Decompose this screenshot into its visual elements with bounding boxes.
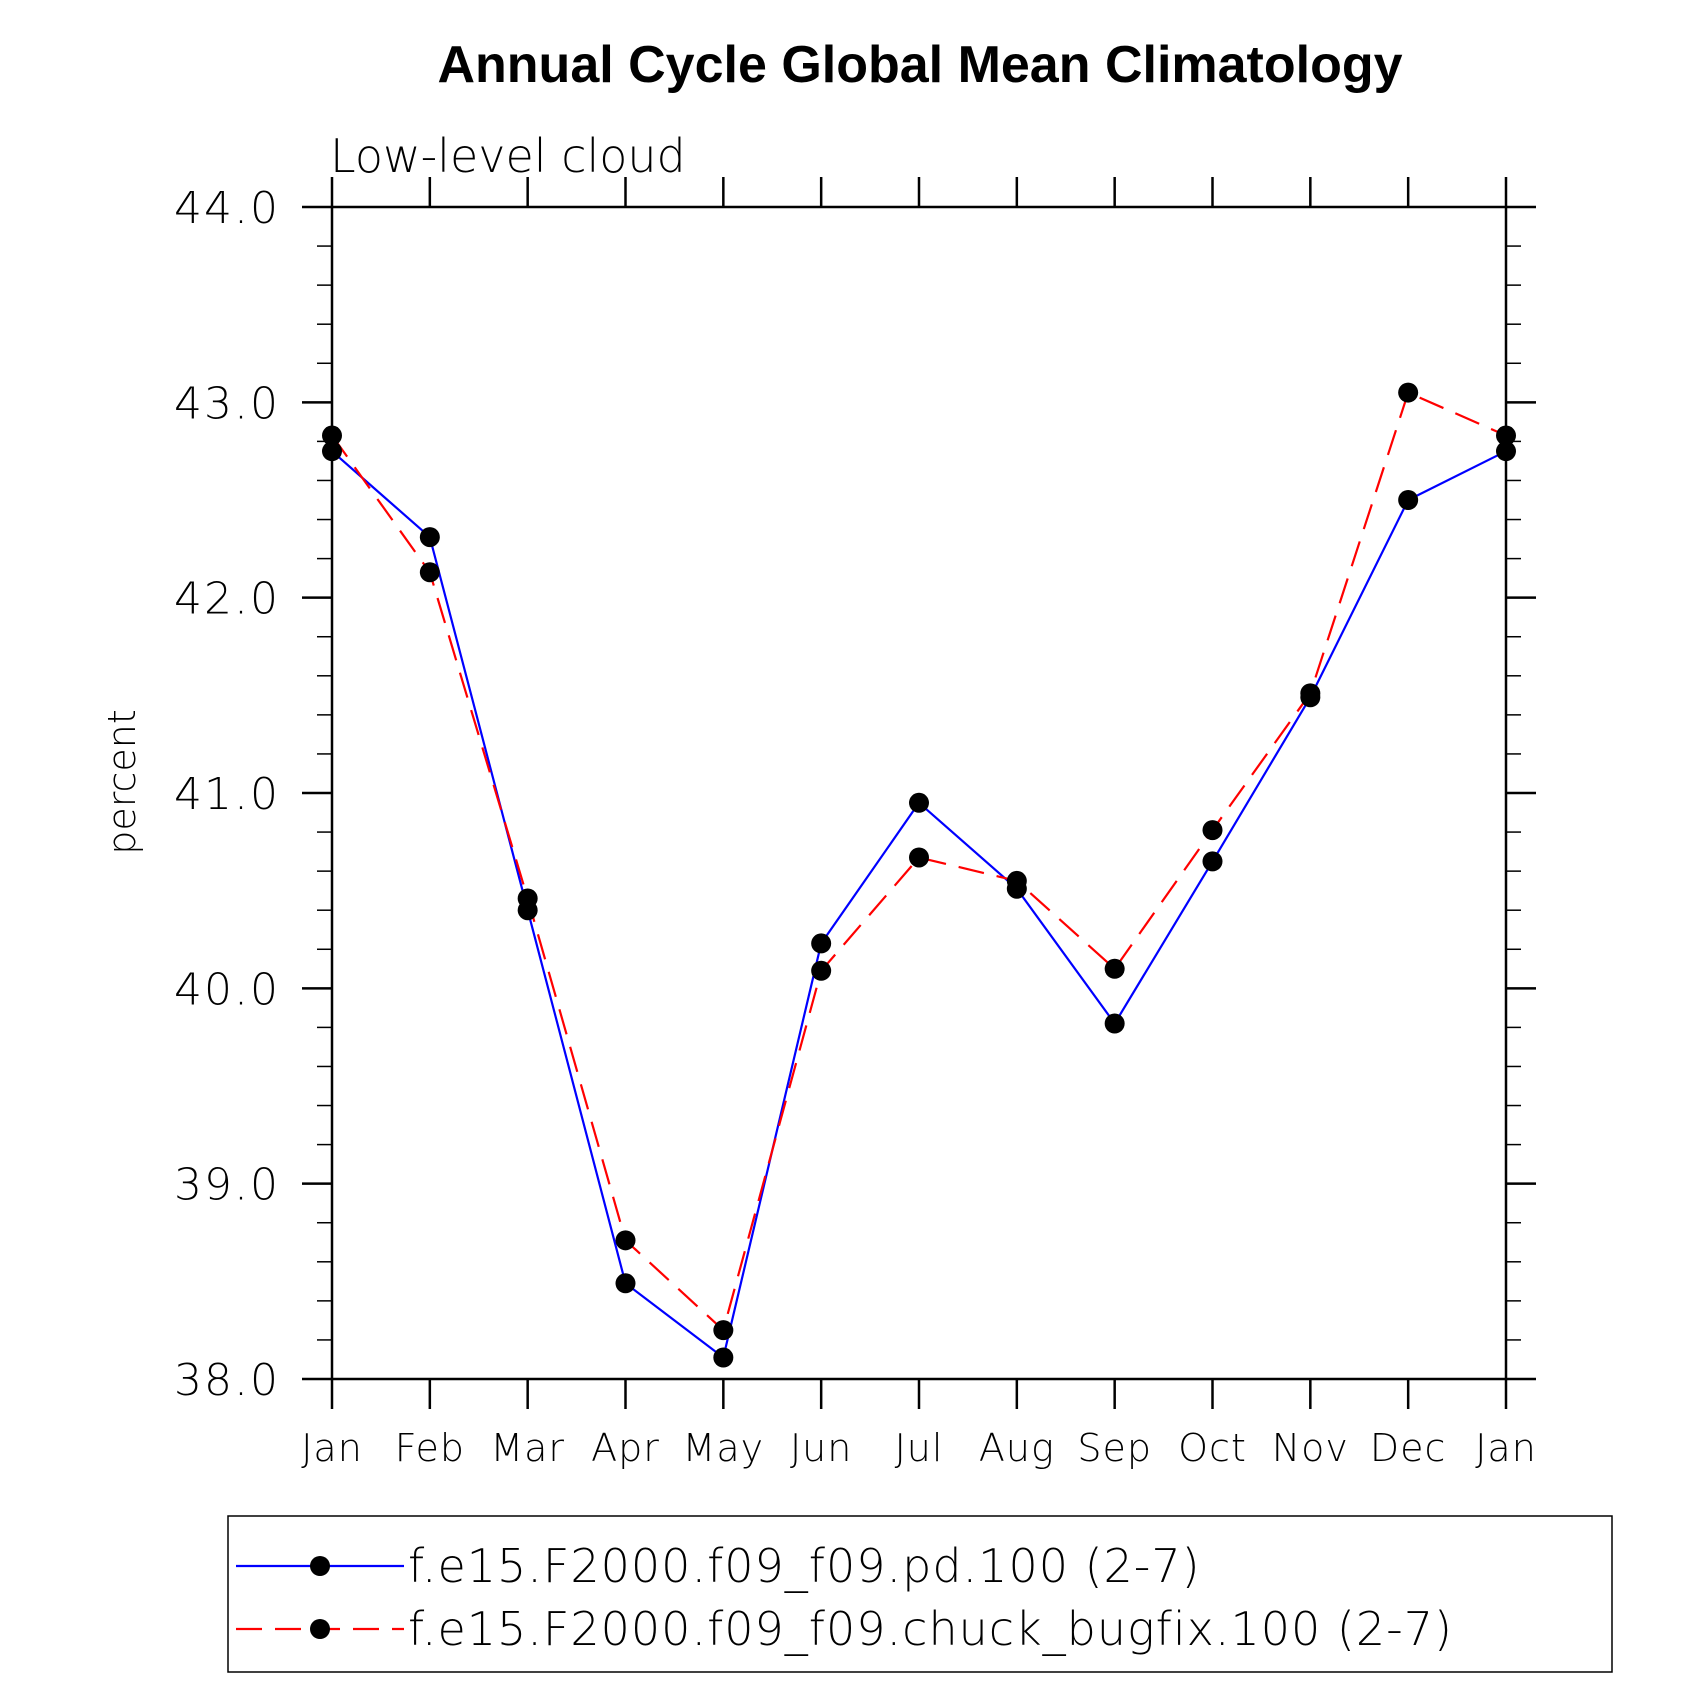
- series-2-point: [811, 960, 832, 981]
- y-tick-label: 39.0: [174, 1160, 280, 1211]
- y-axis-label: percent: [100, 709, 144, 855]
- series-1-point: [1202, 851, 1223, 872]
- series-1-point: [811, 933, 832, 954]
- plot-frame: [330, 205, 1508, 1381]
- chart-title: Annual Cycle Global Mean Climatology: [437, 36, 1402, 94]
- ticks-layer: Jan Feb Mar Apr May Jun Jul Aug Sep Oct Nov Dec Jan 3…: [174, 177, 1537, 1470]
- series-2-point: [1006, 870, 1027, 891]
- x-tick-label: Jun: [790, 1426, 852, 1470]
- series-1-point: [713, 1347, 734, 1368]
- series-2-point: [517, 888, 538, 909]
- x-tick-label: Jan: [1475, 1426, 1537, 1470]
- y-tick-label: 41.0: [174, 769, 280, 820]
- legend-label-1: f.e15.F2000.f09_f09.pd.100 (2-7): [408, 1539, 1201, 1593]
- series-2-point: [615, 1230, 636, 1251]
- legend-label-2: f.e15.F2000.f09_f09.chuck_bugfix.100 (2-…: [408, 1602, 1453, 1656]
- x-tick-label: Nov: [1272, 1426, 1349, 1470]
- x-tick-label: Dec: [1370, 1426, 1447, 1470]
- legend-box: [227, 1515, 1613, 1673]
- x-tick-label: Oct: [1178, 1426, 1247, 1470]
- series-2-point: [713, 1320, 734, 1341]
- series-1-point: [1398, 490, 1419, 510]
- series-2-point: [419, 562, 440, 583]
- legend: f.e15.F2000.f09_f09.pd.100 (2-7) f.e15.F2…: [227, 1515, 1613, 1673]
- series-2-point: [1202, 820, 1223, 841]
- series-1-point: [909, 792, 929, 813]
- y-tick-label: 38.0: [174, 1355, 280, 1406]
- chart-subtitle: Low-level cloud: [330, 129, 686, 183]
- series-2-point: [1300, 683, 1321, 704]
- x-tick-label: Mar: [490, 1426, 565, 1470]
- series-2-point: [1398, 382, 1419, 403]
- series-2-point: [909, 847, 929, 868]
- x-tick-label: Feb: [395, 1426, 465, 1470]
- x-tick-label: May: [683, 1426, 765, 1470]
- y-tick-label: 43.0: [174, 378, 280, 429]
- series-line-1: [331, 450, 1507, 1359]
- x-tick-label: Sep: [1077, 1426, 1152, 1470]
- y-tick-label: 44.0: [174, 183, 280, 234]
- series-1-point: [615, 1273, 636, 1294]
- series-1-point: [419, 527, 440, 548]
- series-1-point: [1104, 1013, 1125, 1034]
- series-layer: [322, 382, 1516, 1368]
- x-tick-label: Jul: [895, 1426, 944, 1470]
- y-tick-label: 40.0: [174, 964, 280, 1015]
- x-tick-label: Jan: [301, 1426, 363, 1470]
- y-tick-label: 42.0: [174, 574, 280, 625]
- x-tick-label: Aug: [979, 1426, 1055, 1470]
- x-tick-label: Apr: [591, 1426, 660, 1470]
- legend-marker-1: [310, 1556, 330, 1576]
- series-2-point: [1104, 958, 1125, 979]
- legend-marker-2: [310, 1619, 330, 1639]
